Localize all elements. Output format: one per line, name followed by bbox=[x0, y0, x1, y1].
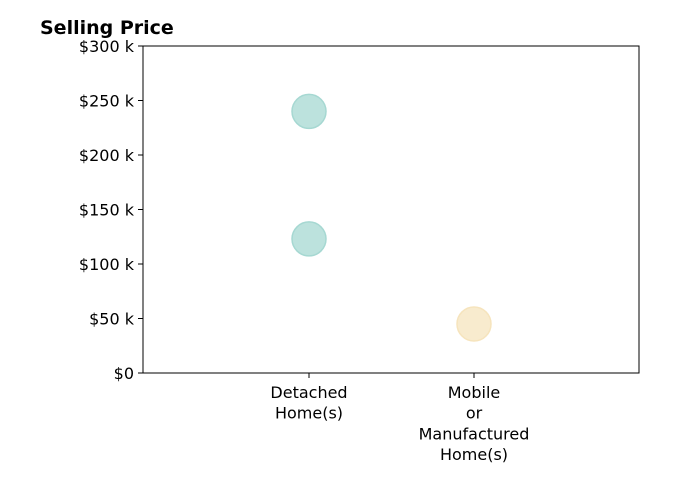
y-tick-label: $300 k bbox=[79, 37, 135, 56]
x-tick-label-line: or bbox=[466, 404, 483, 423]
x-tick-label-line: Home(s) bbox=[275, 404, 343, 423]
y-tick-label: $250 k bbox=[79, 92, 135, 111]
y-tick-label: $200 k bbox=[79, 146, 135, 165]
x-tick-label-line: Mobile bbox=[448, 383, 500, 402]
y-axis: $0 $50 k $100 k $150 k $200 k $250 k $300 k bbox=[79, 37, 143, 383]
x-tick-label-line: Manufactured bbox=[419, 424, 530, 443]
x-axis: Detached Home(s) Mobile or Manufactured Home(… bbox=[270, 373, 529, 464]
x-tick-label-line: Home(s) bbox=[440, 445, 508, 464]
y-tick-label: $50 k bbox=[89, 310, 135, 329]
x-tick-label-line: Detached bbox=[270, 383, 347, 402]
data-point bbox=[291, 221, 327, 257]
data-point bbox=[456, 306, 492, 342]
chart-title: Selling Price bbox=[40, 17, 174, 39]
y-tick-label: $0 bbox=[114, 364, 134, 383]
y-tick-label: $150 k bbox=[79, 201, 135, 220]
data-points bbox=[291, 93, 492, 342]
y-tick-label: $100 k bbox=[79, 255, 135, 274]
data-point bbox=[291, 93, 327, 130]
plot-area-frame bbox=[142, 45, 640, 374]
x-tick-label: Mobile or Manufactured Home(s) bbox=[419, 383, 530, 464]
x-tick-label: Detached Home(s) bbox=[270, 383, 347, 423]
